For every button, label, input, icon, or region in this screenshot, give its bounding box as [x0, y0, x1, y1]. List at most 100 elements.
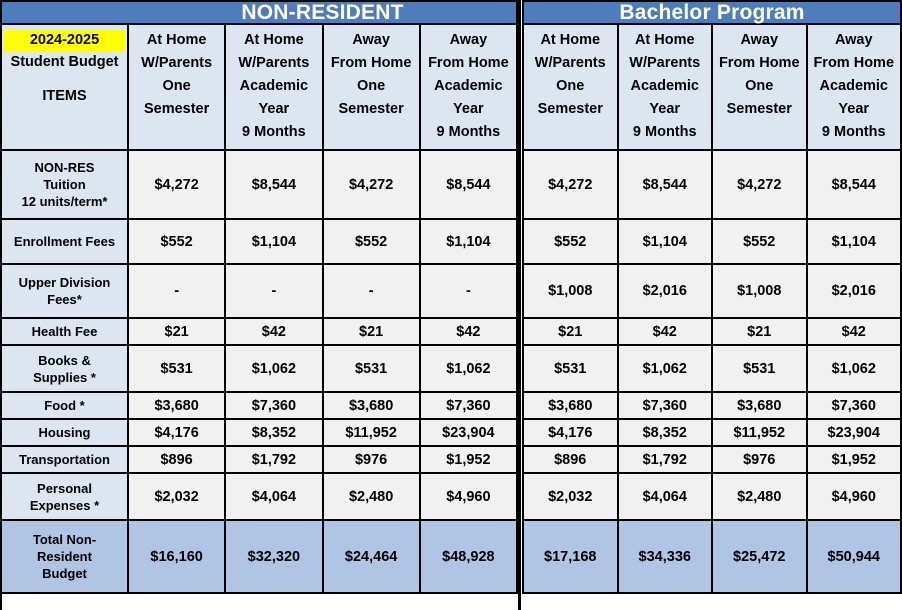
- table-cell: -: [226, 265, 324, 319]
- table-cell: $42: [807, 319, 902, 346]
- table-row: $21 $42 $21 $42: [522, 319, 902, 346]
- table-cell: $23,904: [807, 420, 902, 447]
- table-row: $2,032 $4,064 $2,480 $4,960: [129, 474, 518, 521]
- table-row: ----: [129, 265, 518, 319]
- table-row: $552 $1,104 $552 $1,104: [129, 220, 518, 265]
- table-cell: $4,960: [807, 474, 902, 521]
- row-label-line: Food *: [44, 398, 85, 413]
- table-cell: $42: [618, 319, 713, 346]
- table-cell: $1,792: [618, 447, 713, 474]
- table-cell: $48,928: [420, 521, 518, 594]
- table-cell: $531: [323, 346, 421, 393]
- table-cell: $7,360: [807, 393, 902, 420]
- table-cell: $3,680: [129, 393, 227, 420]
- table-cell: $3,680: [323, 393, 421, 420]
- column-header-line: From Home: [813, 55, 895, 71]
- panel-non-resident: NON-RESIDENT At Home W/Parents One Semester…: [129, 0, 518, 610]
- table-cell: $21: [522, 319, 619, 346]
- table-cell: $8,544: [618, 151, 713, 220]
- table-cell: $21: [713, 319, 808, 346]
- column-header-line: W/Parents: [141, 55, 213, 71]
- table-cell: $2,032: [129, 474, 227, 521]
- column-header-line: At Home: [244, 32, 304, 48]
- row-label: Books & Supplies *: [2, 346, 129, 393]
- row-label-line: Books &: [38, 352, 91, 368]
- row-label: Transportation: [2, 447, 129, 474]
- table-cell: $976: [323, 447, 421, 474]
- panel-bachelor-program: Bachelor Program At Home W/Parents One Seme…: [522, 0, 902, 610]
- table-cell: $1,062: [618, 346, 713, 393]
- table-cell: $8,352: [226, 420, 324, 447]
- column-header-line: Semester: [537, 101, 603, 117]
- row-label-line: Resident: [37, 549, 92, 564]
- row-label-column: 2024-2025 Student Budget ITEMS NON-RES Tu…: [0, 0, 129, 610]
- table-row: $3,680 $7,360 $3,680 $7,360: [522, 393, 902, 420]
- budget-year-label: 2024-2025: [2, 29, 127, 51]
- column-header-line: One: [162, 78, 191, 94]
- table-cell: $1,062: [807, 346, 902, 393]
- table-cell: $1,104: [618, 220, 713, 265]
- column-header-line: Away: [352, 32, 390, 48]
- table-row: $896 $1,792 $976 $1,952: [129, 447, 518, 474]
- column-header: Away From Home One Semester: [323, 25, 421, 151]
- table-cell: $34,336: [618, 521, 713, 594]
- table-cell: $32,320: [226, 521, 324, 594]
- column-header-line: 9 Months: [821, 124, 886, 140]
- column-header-line: Year: [649, 101, 681, 117]
- column-header-line: Academic: [819, 78, 888, 94]
- table-cell: $25,472: [713, 521, 808, 594]
- column-header-line: Academic: [630, 78, 699, 94]
- table-row: $17,168 $34,336 $25,472 $50,944: [522, 521, 902, 594]
- row-label-line: Budget: [42, 566, 87, 581]
- column-header-line: 9 Months: [436, 124, 501, 140]
- table-cell: $8,352: [618, 420, 713, 447]
- table-cell: $8,544: [420, 151, 518, 220]
- table-cell: $552: [129, 220, 227, 265]
- row-label-line: Personal: [37, 480, 92, 496]
- table-cell: $531: [129, 346, 227, 393]
- table-cell: $896: [522, 447, 619, 474]
- column-header-line: One: [745, 78, 774, 94]
- table-cell: $1,952: [420, 447, 518, 474]
- data-rows-non-resident: $4,272 $8,544 $4,272 $8,544 $552 $1,104 $552 $1…: [129, 151, 518, 610]
- column-header-line: Away: [449, 32, 488, 48]
- student-budget-label: Student Budget: [10, 54, 119, 70]
- row-label: Personal Expenses *: [2, 474, 129, 521]
- table-cell: $21: [129, 319, 227, 346]
- table-cell: $50,944: [807, 521, 902, 594]
- table-cell: $4,064: [226, 474, 324, 521]
- column-header-line: Year: [258, 101, 290, 117]
- column-header-line: From Home: [330, 55, 412, 71]
- table-row: $4,272 $8,544 $4,272 $8,544: [522, 151, 902, 220]
- column-header-line: From Home: [428, 55, 509, 71]
- table-row: $4,176 $8,352 $11,952 $23,904: [522, 420, 902, 447]
- table-cell: -: [323, 265, 421, 319]
- table-cell: $1,104: [226, 220, 324, 265]
- column-header-line: Academic: [239, 78, 309, 94]
- table-cell: $552: [522, 220, 619, 265]
- table-cell: $2,480: [323, 474, 421, 521]
- corner-header-cell: 2024-2025 Student Budget ITEMS: [2, 25, 129, 151]
- row-label: Total Non- Resident Budget: [2, 521, 129, 594]
- row-label-line: Health Fee: [31, 324, 98, 339]
- column-header-line: At Home: [540, 32, 601, 48]
- table-cell: $7,360: [226, 393, 324, 420]
- banner-bachelor-program: Bachelor Program: [522, 0, 902, 25]
- table-cell: $1,104: [420, 220, 518, 265]
- table-row: $531 $1,062 $531 $1,062: [129, 346, 518, 393]
- column-header-line: Semester: [338, 101, 404, 117]
- row-label: Housing: [2, 420, 129, 447]
- column-header-line: Year: [453, 101, 484, 117]
- table-cell: -: [129, 265, 227, 319]
- column-header-line: At Home: [634, 32, 695, 48]
- column-headers-bachelor-program: At Home W/Parents One Semester At Home W/Pare…: [522, 25, 902, 151]
- table-cell: $1,062: [226, 346, 324, 393]
- column-header-line: Year: [838, 101, 870, 117]
- table-cell: $8,544: [807, 151, 902, 220]
- table-row: $3,680 $7,360 $3,680 $7,360: [129, 393, 518, 420]
- table-cell: $4,960: [420, 474, 518, 521]
- table-cell: $23,904: [420, 420, 518, 447]
- table-row: $21 $42 $21 $42: [129, 319, 518, 346]
- column-header-line: Academic: [434, 78, 503, 94]
